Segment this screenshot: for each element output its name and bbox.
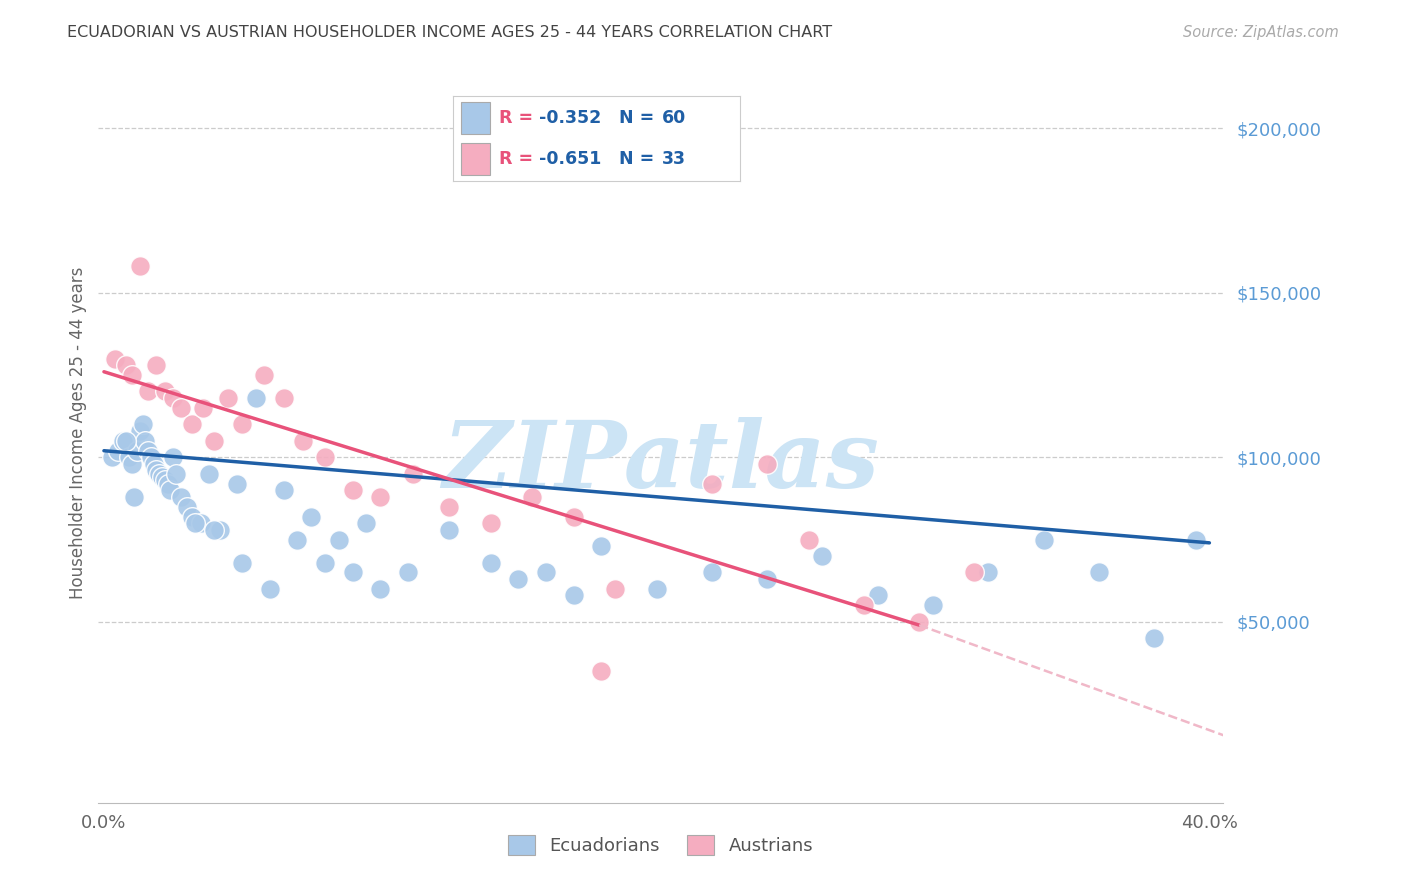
Point [145, 358, 167, 372]
Point [104, 351, 127, 366]
Point [866, 589, 889, 603]
Point [314, 556, 336, 570]
Point [198, 467, 221, 481]
Point [291, 434, 314, 448]
Point [479, 556, 502, 570]
Point [153, 384, 176, 399]
Text: ECUADORIAN VS AUSTRIAN HOUSEHOLDER INCOME AGES 25 - 44 YEARS CORRELATION CHART: ECUADORIAN VS AUSTRIAN HOUSEHOLDER INCOM… [67, 25, 832, 40]
Point [112, 434, 135, 448]
Point [170, 401, 193, 415]
Point [181, 417, 204, 432]
Point [368, 490, 391, 504]
Point [253, 368, 276, 382]
Point [136, 443, 159, 458]
Text: Source: ZipAtlas.com: Source: ZipAtlas.com [1182, 25, 1339, 40]
Point [153, 473, 176, 487]
Point [134, 434, 156, 448]
Point [922, 599, 945, 613]
Point [439, 500, 461, 514]
Point [217, 391, 239, 405]
Point [797, 533, 820, 547]
Point [811, 549, 834, 563]
Point [439, 523, 461, 537]
Point [273, 483, 295, 498]
Point [591, 664, 613, 678]
Point [562, 509, 585, 524]
Point [562, 589, 585, 603]
Point [402, 467, 425, 481]
Point [204, 434, 226, 448]
Point [314, 450, 336, 465]
Y-axis label: Householder Income Ages 25 - 44 years: Householder Income Ages 25 - 44 years [69, 267, 87, 599]
Point [273, 391, 295, 405]
Point [150, 470, 173, 484]
Point [908, 615, 931, 629]
Point [700, 476, 723, 491]
Point [756, 572, 779, 586]
Point [159, 483, 181, 498]
Point [852, 599, 875, 613]
Point [139, 450, 162, 465]
Point [121, 457, 143, 471]
Text: ZIPatlas: ZIPatlas [443, 417, 879, 508]
Point [136, 384, 159, 399]
Point [328, 533, 350, 547]
Point [176, 500, 198, 514]
Point [396, 566, 419, 580]
Point [118, 450, 141, 465]
Point [1088, 566, 1111, 580]
Point [204, 523, 226, 537]
Point [356, 516, 378, 530]
Point [101, 450, 124, 465]
Point [231, 556, 253, 570]
Point [977, 566, 1000, 580]
Point [259, 582, 281, 596]
Point [605, 582, 627, 596]
Point [208, 523, 231, 537]
Legend: Ecuadorians, Austrians: Ecuadorians, Austrians [499, 826, 823, 864]
Point [231, 417, 253, 432]
Point [127, 443, 149, 458]
Point [181, 509, 204, 524]
Point [225, 476, 247, 491]
Point [162, 391, 184, 405]
Point [156, 476, 179, 491]
Point [342, 483, 364, 498]
Point [145, 463, 167, 477]
Point [368, 582, 391, 596]
Point [190, 516, 212, 530]
Point [162, 450, 184, 465]
Point [299, 509, 322, 524]
Point [591, 539, 613, 553]
Point [963, 566, 986, 580]
Point [193, 401, 215, 415]
Point [121, 368, 143, 382]
Point [479, 516, 502, 530]
Point [124, 490, 146, 504]
Point [184, 516, 207, 530]
Point [700, 566, 723, 580]
Point [522, 490, 544, 504]
Point [165, 467, 187, 481]
Point [142, 457, 165, 471]
Point [342, 566, 364, 580]
Point [645, 582, 668, 596]
Point [115, 358, 138, 372]
Point [115, 434, 138, 448]
Point [756, 457, 779, 471]
Point [1143, 632, 1166, 646]
Point [170, 490, 193, 504]
Point [1032, 533, 1054, 547]
Point [1184, 533, 1206, 547]
Point [534, 566, 557, 580]
Point [245, 391, 267, 405]
Point [128, 260, 150, 274]
Point [287, 533, 309, 547]
Point [508, 572, 530, 586]
Point [131, 417, 153, 432]
Point [128, 424, 150, 438]
Point [148, 467, 170, 481]
Point [107, 443, 129, 458]
